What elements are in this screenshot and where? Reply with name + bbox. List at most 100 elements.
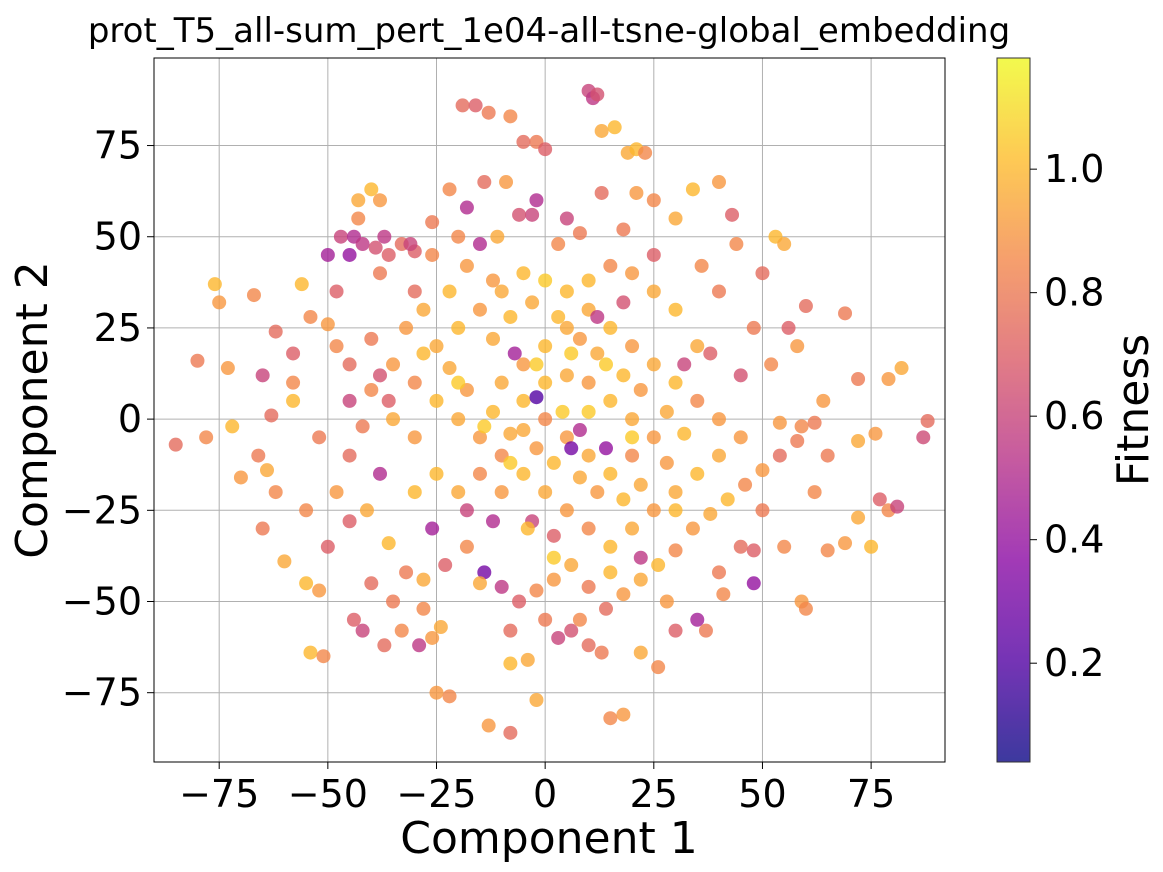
- data-point: [329, 284, 344, 299]
- data-point: [481, 105, 496, 120]
- data-point: [798, 299, 813, 314]
- data-point: [864, 539, 879, 554]
- colorbar-label: Fitness: [1108, 334, 1159, 486]
- data-point: [551, 237, 566, 252]
- data-point: [685, 521, 700, 536]
- data-point: [651, 660, 666, 675]
- data-point: [733, 368, 748, 383]
- data-point: [881, 371, 896, 386]
- data-point: [538, 375, 553, 390]
- data-point: [355, 623, 370, 638]
- data-point: [772, 415, 787, 430]
- data-point: [894, 361, 909, 376]
- data-point: [429, 466, 444, 481]
- data-point: [625, 448, 640, 463]
- data-point: [712, 175, 726, 190]
- data-point: [868, 426, 883, 441]
- data-point: [781, 320, 796, 335]
- data-point: [516, 466, 531, 481]
- data-point: [720, 492, 735, 507]
- data-point: [603, 539, 618, 554]
- data-point: [342, 247, 357, 262]
- data-point: [659, 455, 674, 470]
- data-point: [381, 536, 396, 551]
- data-point: [399, 320, 414, 335]
- data-point: [616, 587, 631, 602]
- data-point: [616, 368, 631, 383]
- data-point: [381, 247, 396, 262]
- data-point: [668, 485, 683, 500]
- data-point: [503, 455, 518, 470]
- y-tick-label: 25: [94, 306, 142, 350]
- data-point: [451, 485, 466, 500]
- data-point: [572, 612, 587, 627]
- data-point: [312, 430, 327, 445]
- data-point: [459, 200, 474, 215]
- data-point: [299, 503, 314, 518]
- data-point: [472, 576, 487, 591]
- data-point: [364, 331, 379, 346]
- data-point: [546, 528, 561, 543]
- data-point: [564, 558, 579, 573]
- data-point: [529, 193, 544, 208]
- colorbar-tick-label: 0.4: [1044, 518, 1104, 562]
- colorbar: [996, 57, 1031, 763]
- data-point: [529, 390, 544, 405]
- data-point: [659, 404, 674, 419]
- data-point: [790, 434, 805, 449]
- data-point: [646, 284, 661, 299]
- colorbar-tick-label: 0.6: [1044, 394, 1104, 438]
- data-point: [303, 309, 318, 324]
- data-point: [646, 503, 661, 518]
- data-point: [494, 284, 509, 299]
- data-point: [225, 419, 240, 434]
- data-point: [455, 98, 470, 113]
- data-point: [920, 413, 935, 428]
- data-point: [733, 539, 748, 554]
- data-point: [425, 247, 440, 262]
- data-point: [551, 309, 566, 324]
- colorbar-ticks: 0.2 0.4 0.6 0.8 1.0: [1030, 147, 1104, 685]
- data-point: [507, 346, 522, 361]
- data-point: [516, 266, 531, 281]
- data-point: [633, 645, 648, 660]
- x-tick-label: 50: [738, 772, 786, 816]
- data-point: [190, 353, 205, 368]
- data-point: [559, 320, 574, 335]
- data-point: [594, 123, 609, 138]
- data-point: [690, 612, 705, 627]
- data-point: [590, 346, 605, 361]
- data-point: [442, 182, 457, 197]
- data-point: [529, 357, 544, 372]
- data-point: [616, 492, 631, 507]
- data-point: [168, 437, 183, 452]
- data-point: [572, 423, 587, 438]
- data-point: [703, 506, 718, 521]
- x-tick-label: 75: [847, 772, 895, 816]
- data-point: [546, 550, 561, 565]
- data-point: [346, 612, 361, 627]
- data-point: [451, 375, 466, 390]
- y-tick-label: −75: [62, 671, 142, 715]
- data-point: [516, 423, 531, 438]
- y-tick-label: −50: [62, 580, 142, 624]
- data-point: [520, 652, 535, 667]
- data-point: [538, 485, 553, 500]
- data-point: [394, 623, 409, 638]
- data-point: [286, 375, 301, 390]
- data-point: [451, 229, 466, 244]
- data-point: [233, 470, 248, 485]
- data-point: [425, 521, 440, 536]
- data-point: [572, 331, 587, 346]
- data-point: [377, 229, 392, 244]
- data-point: [429, 685, 444, 700]
- data-point: [546, 455, 561, 470]
- data-point: [712, 412, 726, 427]
- data-point: [559, 284, 574, 299]
- data-point: [246, 288, 261, 303]
- data-point: [807, 485, 822, 500]
- data-point: [607, 120, 622, 135]
- data-point: [342, 514, 357, 529]
- data-point: [255, 521, 270, 536]
- data-point: [355, 237, 370, 252]
